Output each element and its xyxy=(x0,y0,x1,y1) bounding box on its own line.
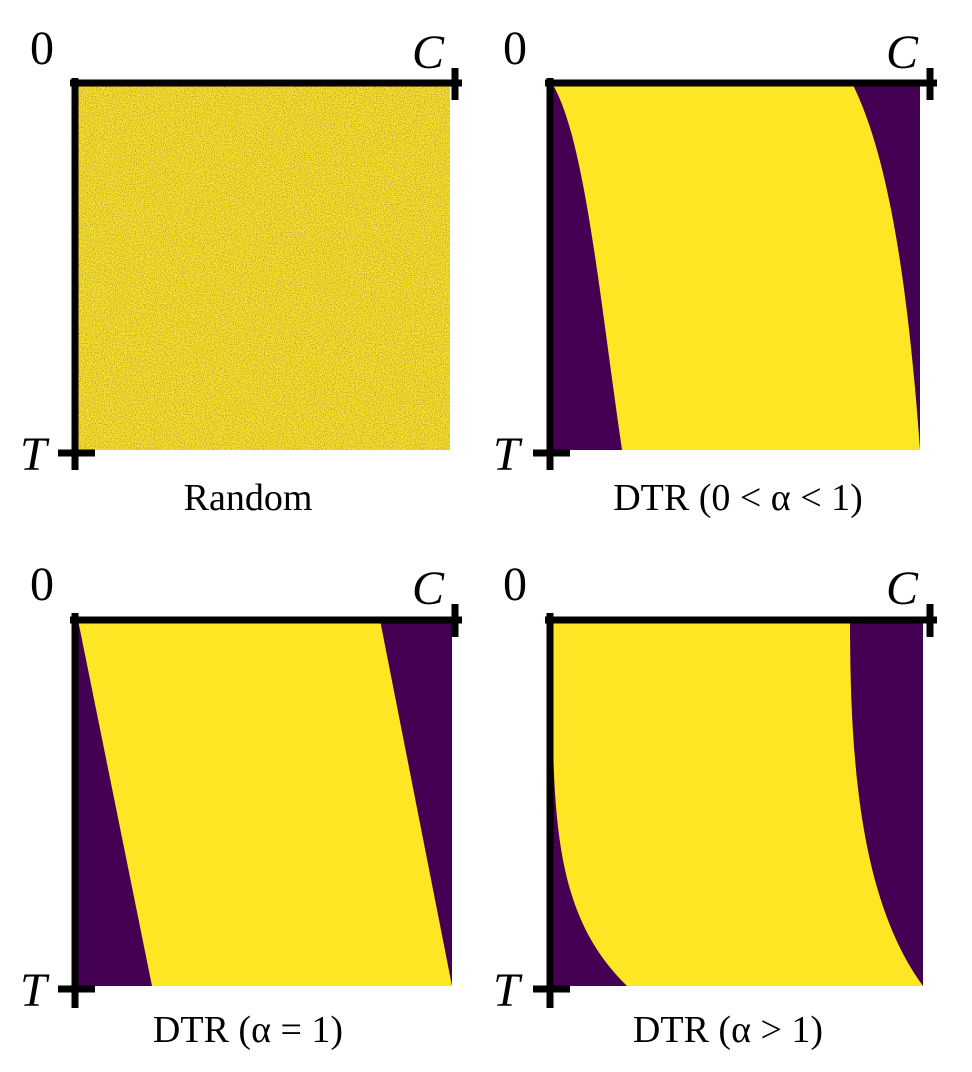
panel-caption: DTR (0 < α < 1) xyxy=(613,477,863,519)
y-end-label: T xyxy=(20,964,50,1017)
origin-label: 0 xyxy=(503,22,527,75)
panel-dtr-lt1: 0 C T DTR (0 < α < 1) xyxy=(493,22,937,519)
panel-caption: DTR (α = 1) xyxy=(153,1009,343,1051)
x-end-label: C xyxy=(886,562,919,615)
x-end-label: C xyxy=(412,562,445,615)
origin-label: 0 xyxy=(30,22,54,75)
x-end-label: C xyxy=(412,26,445,79)
panel-caption: Random xyxy=(184,477,313,519)
panel-dtr-eq1: 0 C T DTR (α = 1) xyxy=(20,558,462,1051)
region-yellow xyxy=(553,620,923,986)
origin-label: 0 xyxy=(503,558,527,611)
region-yellow xyxy=(78,620,452,986)
y-end-label: T xyxy=(493,964,523,1017)
random-noise xyxy=(78,85,450,450)
y-end-label: T xyxy=(20,428,50,481)
y-end-label: T xyxy=(493,428,523,481)
x-end-label: C xyxy=(886,26,919,79)
panel-dtr-gt1: 0 C T DTR (α > 1) xyxy=(493,558,937,1051)
panel-random: 0 C T Random xyxy=(20,22,462,519)
region-yellow xyxy=(553,85,920,450)
origin-label: 0 xyxy=(30,558,54,611)
panel-caption: DTR (α > 1) xyxy=(633,1009,823,1051)
